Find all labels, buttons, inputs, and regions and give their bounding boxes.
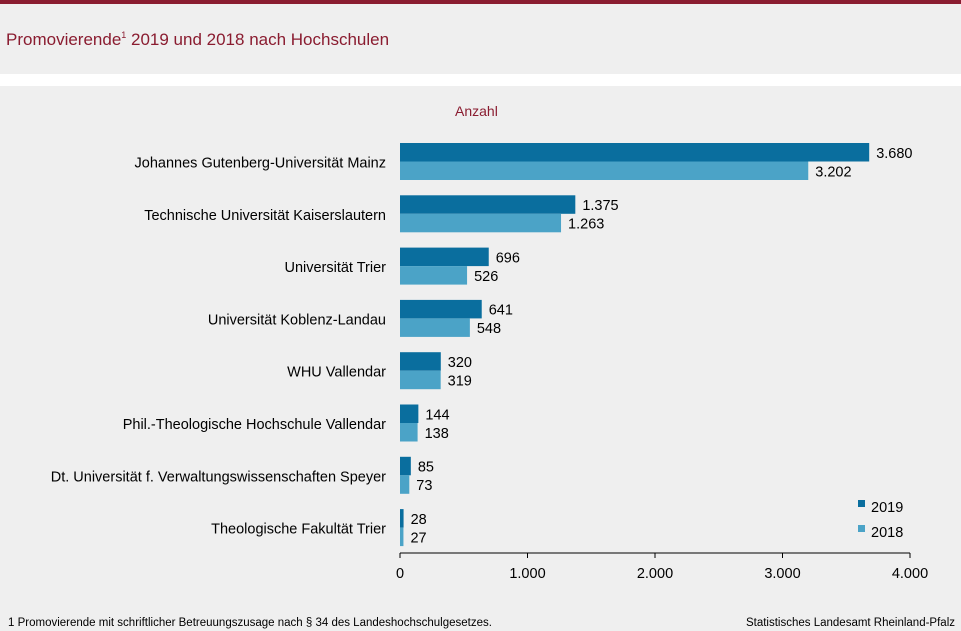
bar-2019 (400, 456, 411, 476)
data-label-2018: 3.202 (815, 164, 851, 180)
data-label-2018: 1.263 (568, 217, 604, 233)
legend-swatch-2018 (858, 525, 865, 532)
unit-label: Anzahl (455, 103, 498, 119)
legend-label-2018: 2018 (871, 525, 903, 541)
category-label: WHU Vallendar (287, 365, 386, 381)
bar-2019 (400, 247, 489, 267)
data-label-2018: 526 (474, 269, 498, 285)
data-label-2019: 144 (425, 407, 449, 423)
bar-2018 (400, 423, 418, 442)
bar-2019 (400, 404, 419, 423)
bar-2019 (400, 299, 482, 319)
source-note: Statistisches Landesamt Rheinland-Pfalz (745, 617, 955, 629)
data-label-2018: 138 (425, 426, 449, 442)
data-label-2019: 1.375 (582, 198, 618, 214)
bar-2019 (400, 352, 441, 371)
chart-title: Promovierende1 2019 und 2018 nach Hochsc… (6, 30, 389, 50)
bar-2018 (400, 527, 404, 547)
x-tick-label: 0 (396, 566, 404, 582)
bar-2019 (400, 143, 870, 162)
footnote: 1 Promovierende mit schriftlicher Betreu… (8, 617, 492, 629)
x-tick-label: 2.000 (637, 566, 673, 582)
legend-label-2019: 2019 (871, 500, 903, 516)
bar-2018 (400, 370, 441, 390)
data-label-2018: 27 (410, 530, 426, 546)
data-label-2019: 696 (496, 250, 520, 266)
x-tick-label: 4.000 (892, 566, 928, 582)
category-label: Technische Universität Kaiserslautern (144, 208, 386, 224)
data-label-2018: 319 (448, 373, 472, 389)
bar-2018 (400, 161, 809, 180)
category-label: Theologische Fakultät Trier (211, 522, 386, 538)
category-label: Phil.-Theologische Hochschule Vallendar (123, 417, 386, 433)
bar-2018 (400, 213, 562, 233)
x-tick-label: 3.000 (764, 566, 800, 582)
divider-band (0, 74, 961, 86)
data-label-2019: 320 (448, 355, 472, 371)
data-label-2019: 28 (411, 512, 427, 528)
data-label-2019: 641 (489, 303, 513, 319)
bar-2019 (400, 195, 576, 214)
category-label: Dt. Universität f. Verwaltungswissenscha… (51, 469, 386, 485)
legend-swatch-2019 (858, 500, 865, 507)
title-rest: 2019 und 2018 nach Hochschulen (126, 30, 390, 49)
title-main: Promovierende (6, 30, 122, 49)
x-tick-label: 1.000 (509, 566, 545, 582)
bar-2018 (400, 266, 468, 285)
data-label-2018: 73 (416, 478, 432, 494)
data-label-2018: 548 (477, 321, 501, 337)
category-label: Johannes Gutenberg-Universität Mainz (135, 156, 386, 172)
title-footnote-mark: 1 (121, 30, 127, 40)
bar-2018 (400, 318, 470, 337)
category-label: Universität Trier (284, 260, 386, 276)
bar-2018 (400, 475, 410, 494)
data-label-2019: 85 (418, 460, 434, 476)
category-label: Universität Koblenz-Landau (208, 312, 386, 328)
top-accent-bar (0, 0, 961, 4)
bar-2019 (400, 509, 404, 528)
data-label-2019: 3.680 (876, 146, 912, 162)
